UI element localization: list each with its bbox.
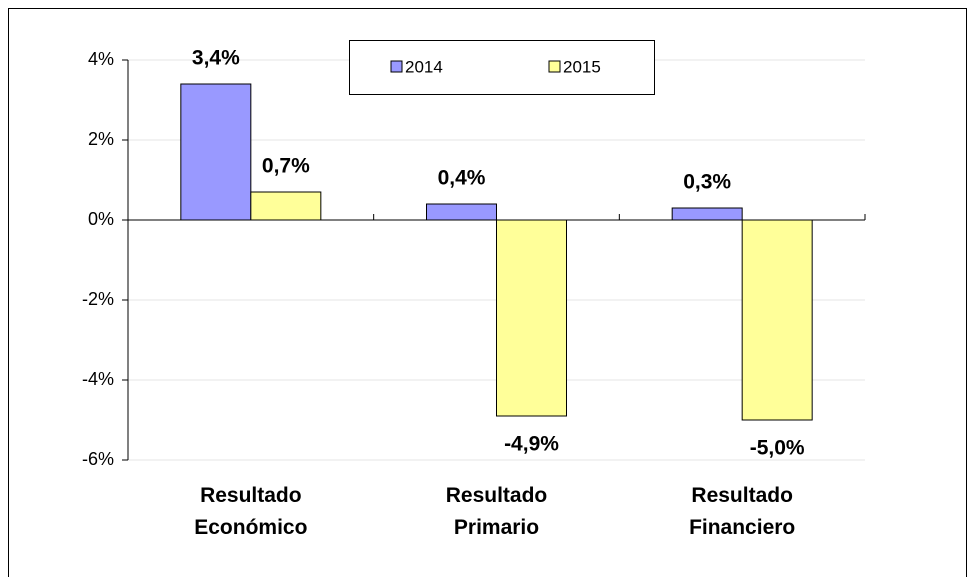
x-tick-label: Resultado Económico xyxy=(194,484,307,539)
data-label: -4,9% xyxy=(504,433,559,456)
legend-label: 2014 xyxy=(405,57,443,76)
data-label: 3,4% xyxy=(192,47,240,70)
y-tick-label: -4% xyxy=(82,369,114,389)
x-tick-label: Resultado Primario xyxy=(446,484,548,539)
y-tick-label: 0% xyxy=(88,209,114,229)
bar xyxy=(250,191,322,221)
legend-swatch xyxy=(548,60,561,73)
y-tick-label: -6% xyxy=(82,449,114,469)
bar xyxy=(180,83,252,221)
y-tick-label: 4% xyxy=(88,49,114,69)
legend-swatch xyxy=(390,60,403,73)
bar xyxy=(496,219,567,417)
bar xyxy=(426,203,497,221)
y-tick-label: 2% xyxy=(88,129,114,149)
data-label: 0,7% xyxy=(262,155,310,178)
y-tick-label: -2% xyxy=(82,289,114,309)
data-label: 0,4% xyxy=(438,167,486,190)
data-label: 0,3% xyxy=(683,171,731,194)
x-tick-label: Resultado Financiero xyxy=(689,484,795,539)
bar xyxy=(741,219,813,421)
data-label: -5,0% xyxy=(750,437,805,460)
legend-label: 2015 xyxy=(563,57,601,76)
bar xyxy=(671,207,743,221)
